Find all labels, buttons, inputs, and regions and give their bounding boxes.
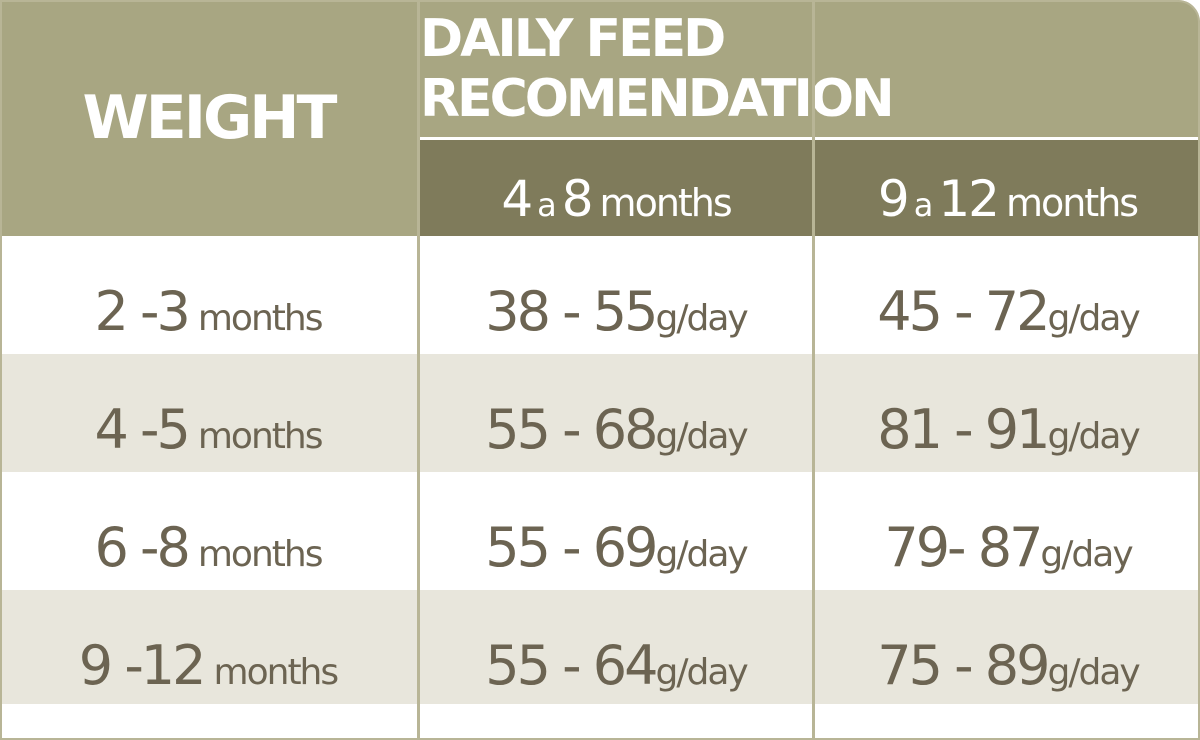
weight-value: 2 -3 bbox=[94, 280, 190, 343]
feed-unit: g/day bbox=[1047, 298, 1141, 339]
feed-value: 55 - 68 bbox=[485, 398, 658, 461]
feed-recommendation-header: DAILY FEED RECOMENDATION bbox=[420, 0, 1200, 137]
table-row: 4 -5 months 55 - 68 g/day 81 - 91 g/day bbox=[0, 354, 1200, 472]
weight-unit: months bbox=[197, 534, 324, 575]
feed-4-8-cell: 55 - 68 g/day bbox=[419, 354, 813, 472]
table-body: 2 -3 months 38 - 55 g/day 45 - 72 g/day … bbox=[0, 236, 1200, 704]
weight-cell: 2 -3 months bbox=[0, 236, 416, 354]
feed-9-12-cell: 45 - 72 g/day bbox=[816, 236, 1200, 354]
feed-unit: g/day bbox=[655, 652, 748, 693]
header-divider bbox=[420, 137, 1200, 140]
table-row: 9 -12 months 55 - 64 g/day 75 - 89 g/day bbox=[0, 590, 1200, 704]
column-divider bbox=[812, 0, 815, 740]
weight-value: 4 -5 bbox=[94, 398, 190, 461]
age-sep: a bbox=[913, 186, 934, 224]
feed-value: 55 - 69 bbox=[485, 516, 658, 579]
feed-value: 45 - 72 bbox=[877, 280, 1050, 343]
age-from: 4 bbox=[501, 170, 533, 228]
weight-unit: months bbox=[197, 298, 324, 339]
age-sep: a bbox=[537, 186, 557, 224]
feed-4-8-cell: 38 - 55 g/day bbox=[419, 236, 813, 354]
feed-value: 81 - 91 bbox=[877, 398, 1050, 461]
column-divider bbox=[417, 0, 420, 740]
age-to: 12 bbox=[938, 170, 1000, 228]
feed-unit: g/day bbox=[1047, 652, 1141, 693]
weight-cell: 6 -8 months bbox=[0, 472, 416, 590]
age-unit: months bbox=[1005, 181, 1139, 225]
age-from: 9 bbox=[877, 170, 910, 228]
feed-unit: g/day bbox=[655, 416, 748, 457]
weight-unit: months bbox=[197, 416, 324, 457]
feed-9-12-cell: 79- 87 g/day bbox=[816, 472, 1200, 590]
age-9-12-header: 9 a 12 months bbox=[815, 140, 1200, 236]
feed-unit: g/day bbox=[1040, 534, 1133, 575]
feed-unit: g/day bbox=[655, 534, 748, 575]
feed-unit: g/day bbox=[655, 298, 748, 339]
weight-header: WEIGHT bbox=[0, 0, 417, 236]
feed-4-8-cell: 55 - 69 g/day bbox=[419, 472, 813, 590]
feed-value: 75 - 89 bbox=[877, 634, 1050, 697]
table-row: 6 -8 months 55 - 69 g/day 79- 87 g/day bbox=[0, 472, 1200, 590]
feed-value: 38 - 55 bbox=[485, 280, 658, 343]
weight-value: 9 -12 bbox=[78, 634, 207, 697]
table-row: 2 -3 months 38 - 55 g/day 45 - 72 g/day bbox=[0, 236, 1200, 354]
age-to: 8 bbox=[561, 170, 594, 228]
feed-value: 79- 87 bbox=[884, 516, 1043, 579]
weight-unit: months bbox=[213, 652, 340, 693]
weight-cell: 4 -5 months bbox=[0, 354, 416, 472]
feed-unit: g/day bbox=[1047, 416, 1141, 457]
feed-value: 55 - 64 bbox=[485, 634, 658, 697]
weight-cell: 9 -12 months bbox=[0, 590, 416, 704]
feed-9-12-cell: 75 - 89 g/day bbox=[816, 590, 1200, 704]
weight-value: 6 -8 bbox=[94, 516, 190, 579]
age-4-8-header: 4 a 8 months bbox=[420, 140, 812, 236]
feed-4-8-cell: 55 - 64 g/day bbox=[419, 590, 813, 704]
age-unit: months bbox=[599, 181, 733, 225]
feed-9-12-cell: 81 - 91 g/day bbox=[816, 354, 1200, 472]
